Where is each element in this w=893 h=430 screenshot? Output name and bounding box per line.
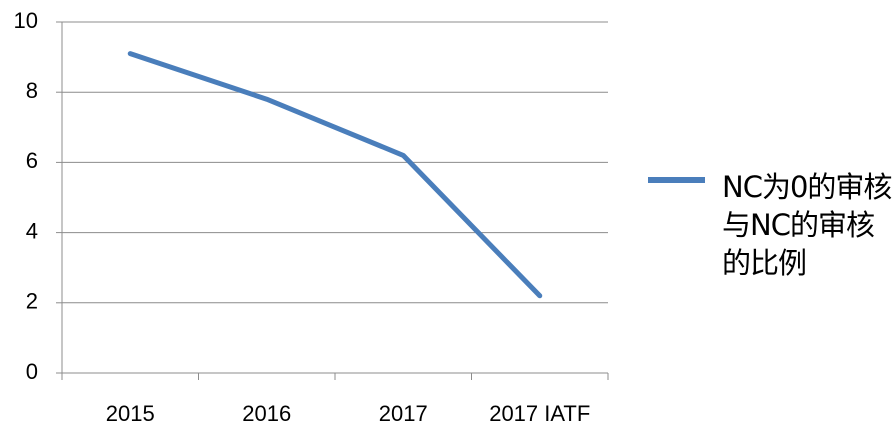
legend-label: NC为0的审核与NC的审核的比例 (722, 170, 892, 280)
y-tick-label: 8 (26, 78, 38, 103)
x-tick-label: 2015 (106, 401, 155, 426)
y-tick-label: 2 (26, 289, 38, 314)
data-line (127, 51, 543, 299)
y-tick-label: 0 (26, 359, 38, 384)
y-tick-label: 4 (26, 218, 38, 243)
x-tick-label: 2016 (242, 401, 291, 426)
x-tick-label: 2017 IATF (489, 401, 590, 426)
y-tick-label: 10 (14, 8, 38, 33)
x-tick-label: 2017 (379, 401, 428, 426)
y-tick-label: 6 (26, 148, 38, 173)
